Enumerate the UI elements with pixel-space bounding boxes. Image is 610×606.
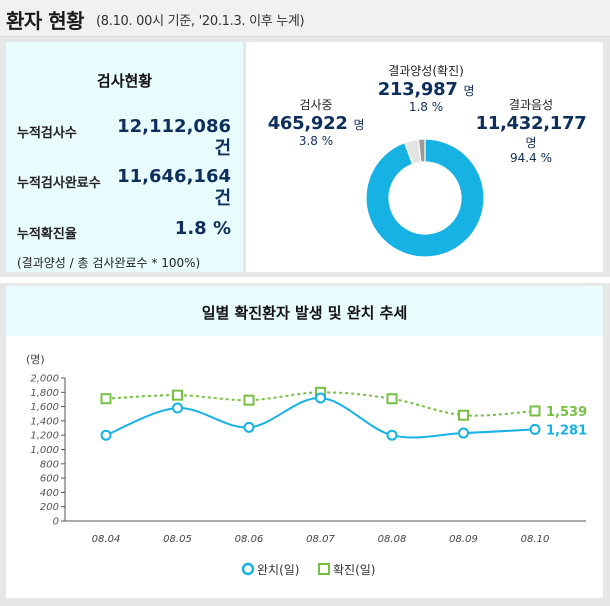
recovered-point [172,402,183,414]
recovered-last-value-label: 1,281 [546,423,587,438]
positive-label: 결과양성(확진) 213,987 명 1.8 % [366,62,486,114]
page-subtitle: (8.10. 00시 기준, '20.1.3. 이후 누계) [96,14,305,29]
total-tests-label: 누적검사수 [17,126,77,141]
test-result-pie-card: 결과양성(확진) 213,987 명 1.8 % 검사중 465,922 명 3… [246,42,603,272]
total-tests-value: 12,112,086 건 [111,116,231,160]
recovered-point [100,429,112,441]
trend-chart-title: 일별 확진환자 발생 및 완치 추세 [201,304,408,322]
trend-chart-header: 일별 확진환자 발생 및 완치 추세 [6,286,603,336]
negative-unit: 명 [525,136,537,150]
y-tick-label: 400 [40,488,59,499]
y-tick-label: 2,000 [30,374,59,385]
completed-tests-value: 11,646,164 건 [111,166,231,210]
y-tick-label: 1,800 [30,388,59,399]
total-tests-unit: 건 [214,138,231,159]
positive-pct: 1.8 % [408,100,444,114]
y-tick-label: 600 [40,474,59,485]
legend-recovered-marker [241,562,255,576]
positive-rate-value: 1.8 % [174,218,231,239]
page-title: 환자 현황 [6,9,85,33]
testing-pct: 3.8 % [298,134,334,148]
total-tests-number: 12,112,086 [117,116,231,137]
confirmed-last-value-label: 1,539 [546,405,587,420]
recovered-point [386,429,398,441]
y-tick-label: 0 [53,517,59,528]
recovered-point [315,392,326,404]
confirmed-point [529,405,541,417]
x-tick-label: 08.08 [378,534,407,545]
recovered-point [243,421,255,433]
confirmed-point [243,394,255,406]
x-tick-label: 08.06 [235,534,264,545]
negative-value: 11,432,177 [475,113,587,134]
completed-tests-unit: 건 [214,188,231,209]
confirmed-point [100,393,112,405]
testing-name: 검사중 [299,98,333,112]
x-tick-label: 08.07 [306,534,335,545]
testing-label: 검사중 465,922 명 3.8 % [254,96,378,148]
testing-value: 465,922 [267,113,348,134]
recovered-point [529,423,541,435]
pie-slice-negative [365,138,485,258]
result-pie-chart [365,138,485,258]
positive-rate-formula: (결과양성 / 총 검사완료수 * 100%) [17,256,201,270]
trend-line-chart: (명) 0 200 400 600 800 1,000 1,200 1,400 1,600 1,80… [26,353,587,577]
confirmed-point [458,409,469,421]
confirmed-point [172,389,183,401]
test-status-card: 검사현황 누적검사수 12,112,086 건 누적검사완료수 11,646,1… [6,42,243,272]
negative-name: 결과음성 [508,98,554,112]
trend-chart-card: 일별 확진환자 발생 및 완치 추세 (명) 0 200 400 600 800 1,000… [6,286,603,598]
x-tick-label: 08.05 [163,534,192,545]
y-tick-label: 1,000 [30,445,59,456]
x-tick-label: 08.09 [449,534,478,545]
pie-slice-positive [417,138,426,163]
trend-section: 일별 확진환자 발생 및 완치 추세 (명) 0 200 400 600 800 1,000… [0,283,610,606]
confirmed-point [386,393,398,405]
y-tick-label: 1,600 [30,402,59,413]
legend-recovered-label: 완치(일) [257,563,299,577]
negative-pct: 94.4 % [510,151,552,165]
positive-rate-label: 누적확진율 [17,227,77,242]
negative-label: 결과음성 11,432,177 명 94.4 % [461,96,601,165]
testing-unit: 명 [353,118,365,132]
page-header: 환자 현황 (8.10. 00시 기준, '20.1.3. 이후 누계) [0,0,610,37]
legend-confirmed-marker [318,563,330,575]
y-axis-unit-label: (명) [26,353,45,366]
completed-tests-label: 누적검사완료수 [17,176,101,191]
completed-tests-number: 11,646,164 [117,166,231,187]
x-tick-label: 08.04 [92,534,121,545]
y-tick-label: 1,200 [30,431,59,442]
positive-unit: 명 [463,84,475,98]
positive-value: 213,987 [377,79,458,100]
summary-section: 검사현황 누적검사수 12,112,086 건 누적검사완료수 11,646,1… [0,37,610,277]
x-tick-label: 08.10 [521,534,550,545]
y-tick-label: 800 [40,459,59,470]
positive-name: 결과양성(확진) [388,64,464,78]
recovered-series-line [105,397,536,439]
y-tick-label: 200 [40,502,59,513]
recovered-point [458,427,469,439]
legend-confirmed-label: 확진(일) [333,563,375,577]
y-tick-label: 1,400 [30,416,59,427]
test-status-title: 검사현황 [96,72,153,90]
